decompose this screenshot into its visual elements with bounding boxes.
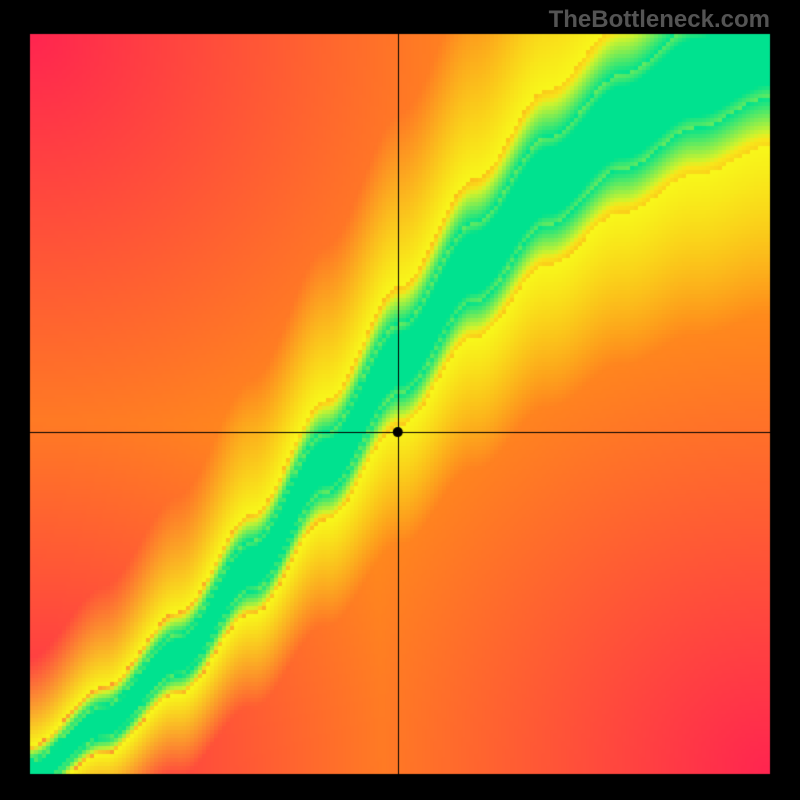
watermark-text: TheBottleneck.com [549,6,770,34]
bottleneck-heatmap [0,0,800,800]
